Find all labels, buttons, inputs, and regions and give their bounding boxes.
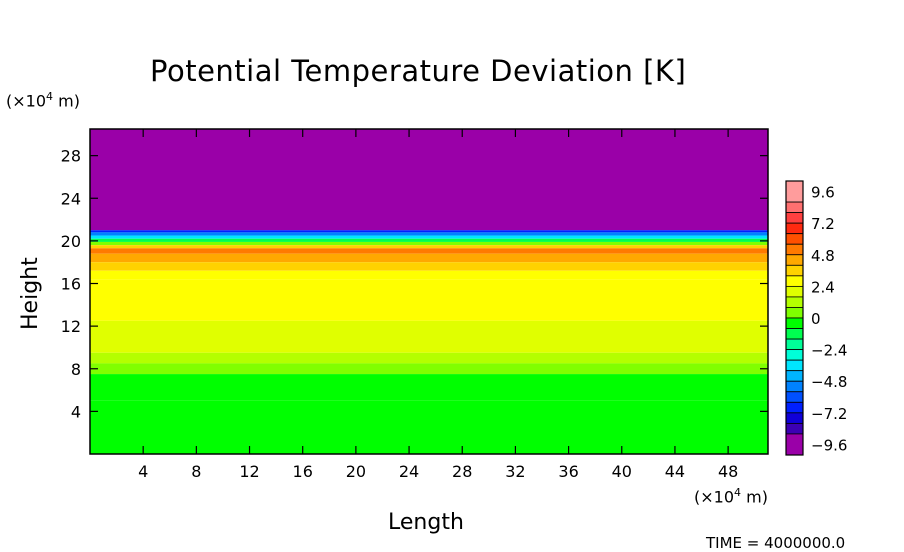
y-tick-label: 16 (61, 275, 81, 294)
colorbar-label: 4.8 (811, 247, 835, 265)
colorbar-swatch-22 (785, 422, 804, 435)
heatmap-band-3 (90, 235, 768, 239)
colorbar-label: 9.6 (811, 184, 835, 202)
heatmap-band-8 (90, 253, 768, 263)
heatmap-band-14 (90, 363, 768, 375)
colorbar-swatch-6 (785, 254, 804, 266)
x-tick-label: 4 (138, 462, 148, 481)
heatmap-band-15 (90, 374, 768, 401)
x-tick-label: 32 (505, 462, 525, 481)
colorbar-label: 7.2 (811, 215, 835, 233)
colorbar-swatch-11 (785, 307, 804, 319)
y-tick-label: 20 (61, 232, 81, 251)
x-tick-label: 28 (452, 462, 472, 481)
colorbar-swatch-16 (785, 359, 804, 372)
colorbar-swatch-9 (785, 285, 804, 298)
y-axis-unit: (×104 m) (6, 90, 80, 111)
y-tick-label: 8 (71, 360, 81, 379)
heatmap-band-4 (90, 238, 768, 242)
heatmap-band-5 (90, 241, 768, 246)
colorbar-swatch-15 (785, 349, 804, 361)
colorbar-swatch-17 (785, 370, 804, 382)
colorbar-swatch-14 (785, 338, 804, 351)
y-tick-label: 24 (61, 189, 81, 208)
colorbar-label: −4.8 (811, 373, 847, 391)
chart-title: Potential Temperature Deviation [K] (150, 54, 687, 88)
plot-frame (89, 128, 769, 455)
colorbar-swatch-21 (785, 412, 804, 424)
colorbar-swatch-2 (785, 212, 804, 224)
colorbar-label: −7.2 (811, 405, 847, 423)
colorbar-swatch-3 (785, 222, 804, 235)
x-tick-label: 16 (293, 462, 313, 481)
y-tick-label: 12 (61, 317, 81, 336)
heatmap-band-0 (90, 129, 768, 231)
colorbar-swatch-13 (785, 328, 804, 340)
x-tick-label: 40 (612, 462, 632, 481)
colorbar-label: −2.4 (811, 342, 847, 360)
colorbar-swatch-8 (785, 275, 804, 287)
colorbar-swatch-20 (785, 401, 804, 414)
heatmap-band-12 (90, 320, 768, 353)
colorbar-swatch-12 (785, 317, 804, 329)
colorbar-swatch-18 (785, 380, 804, 393)
colorbar-swatch-5 (785, 243, 804, 256)
colorbar-label: −9.6 (811, 436, 847, 454)
y-tick-label: 28 (61, 147, 81, 166)
x-tick-label: 24 (399, 462, 419, 481)
x-tick-label: 8 (191, 462, 201, 481)
colorbar-swatch-7 (785, 264, 804, 277)
heatmap-band-7 (90, 248, 768, 254)
x-axis-unit: (×104 m) (694, 486, 768, 507)
heatmap-band-9 (90, 262, 768, 271)
colorbar-label: 2.4 (811, 278, 835, 296)
x-tick-label: 44 (665, 462, 685, 481)
heatmap-band-2 (90, 232, 768, 236)
x-tick-label: 12 (239, 462, 259, 481)
colorbar-swatch-0 (785, 180, 804, 203)
heatmap-band-6 (90, 245, 768, 249)
y-tick-label: 4 (71, 402, 81, 421)
heatmap-band-11 (90, 279, 768, 321)
heatmap-band-13 (90, 352, 768, 364)
x-tick-label: 20 (346, 462, 366, 481)
heatmap-band-10 (90, 270, 768, 280)
colorbar-frame (785, 180, 804, 456)
x-tick-label: 48 (718, 462, 738, 481)
x-axis-label: Length (388, 510, 464, 535)
colorbar-swatch-19 (785, 391, 804, 403)
heatmap-band-16 (90, 400, 768, 454)
x-tick-label: 36 (558, 462, 578, 481)
colorbar-swatch-4 (785, 233, 804, 245)
heatmap-band-1 (90, 230, 768, 233)
colorbar-label: 0 (811, 310, 821, 328)
colorbar-swatch-1 (785, 201, 804, 214)
colorbar-swatch-23 (785, 433, 804, 456)
colorbar-swatch-10 (785, 296, 804, 308)
